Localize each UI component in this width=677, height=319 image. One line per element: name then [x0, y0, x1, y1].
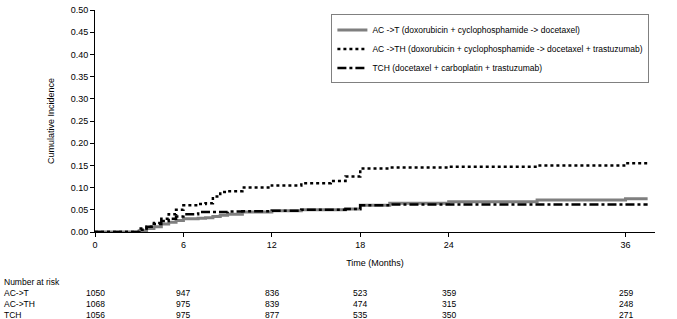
svg-text:0.45: 0.45 [71, 27, 89, 37]
svg-text:0.20: 0.20 [71, 138, 89, 148]
svg-text:535: 535 [353, 310, 367, 319]
svg-text:Time (Months): Time (Months) [346, 258, 404, 268]
svg-text:248: 248 [619, 299, 633, 309]
svg-text:0.00: 0.00 [71, 227, 89, 237]
svg-text:Cumulative Incidence: Cumulative Incidence [46, 78, 56, 164]
svg-text:839: 839 [265, 299, 279, 309]
svg-text:1050: 1050 [86, 288, 105, 298]
svg-text:975: 975 [176, 310, 190, 319]
svg-text:0.15: 0.15 [71, 161, 89, 171]
svg-text:AC->TH: AC->TH [4, 299, 35, 309]
svg-text:12: 12 [267, 240, 277, 250]
svg-text:877: 877 [265, 310, 279, 319]
svg-text:0.35: 0.35 [71, 72, 89, 82]
svg-text:1056: 1056 [86, 310, 105, 319]
svg-text:AC ->TH (doxorubicin + cycloph: AC ->TH (doxorubicin + cyclophosphamide … [372, 44, 642, 54]
svg-text:947: 947 [176, 288, 190, 298]
svg-text:18: 18 [355, 240, 365, 250]
svg-text:474: 474 [353, 299, 367, 309]
svg-text:0.30: 0.30 [71, 94, 89, 104]
svg-text:24: 24 [444, 240, 454, 250]
svg-text:836: 836 [265, 288, 279, 298]
svg-text:1068: 1068 [86, 299, 105, 309]
svg-text:0.40: 0.40 [71, 50, 89, 60]
svg-text:36: 36 [621, 240, 631, 250]
svg-text:0.10: 0.10 [71, 183, 89, 193]
svg-text:259: 259 [619, 288, 633, 298]
svg-text:0: 0 [92, 240, 97, 250]
svg-text:6: 6 [181, 240, 186, 250]
svg-text:AC->T: AC->T [4, 288, 29, 298]
svg-text:975: 975 [176, 299, 190, 309]
svg-text:350: 350 [442, 310, 456, 319]
svg-text:523: 523 [353, 288, 367, 298]
svg-text:AC ->T (doxorubicin + cyclopho: AC ->T (doxorubicin + cyclophosphamide -… [372, 25, 580, 35]
svg-text:Number at risk: Number at risk [4, 277, 60, 287]
svg-text:TCH (docetaxel + carboplatin +: TCH (docetaxel + carboplatin + trastuzum… [372, 63, 542, 73]
svg-text:315: 315 [442, 299, 456, 309]
svg-text:0.05: 0.05 [71, 205, 89, 215]
svg-text:0.25: 0.25 [71, 116, 89, 126]
svg-text:359: 359 [442, 288, 456, 298]
svg-text:TCH: TCH [4, 310, 21, 319]
svg-text:0.50: 0.50 [71, 5, 89, 15]
svg-text:271: 271 [619, 310, 633, 319]
